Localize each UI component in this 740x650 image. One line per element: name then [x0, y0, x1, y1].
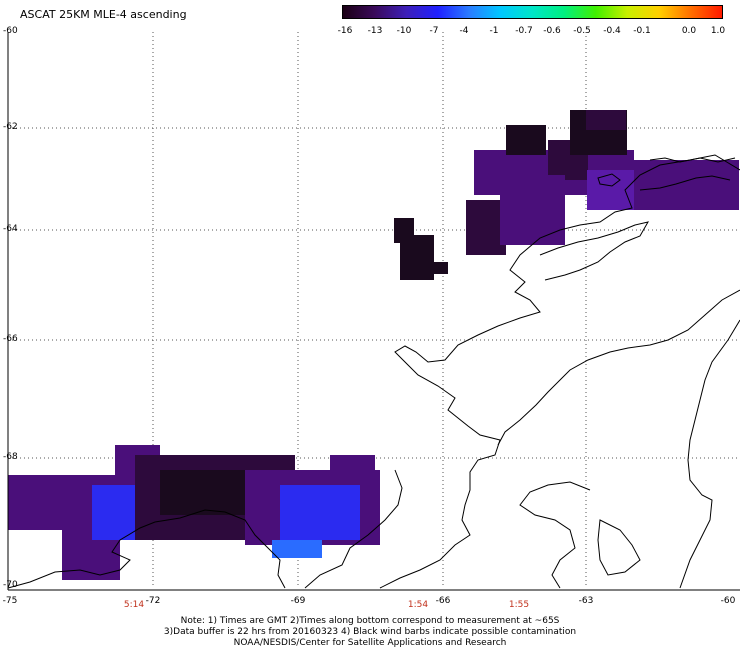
latitude-label: -60 — [3, 26, 18, 36]
map-title: ASCAT 25KM MLE-4 ascending — [20, 8, 187, 21]
latitude-label: -62 — [3, 122, 18, 132]
footnotes: Note: 1) Times are GMT 2)Times along bot… — [0, 616, 740, 649]
color-scale-label: -1 — [489, 26, 499, 36]
longitude-label: -75 — [2, 596, 18, 606]
longitude-label: -66 — [435, 596, 451, 606]
latitude-label: -64 — [3, 224, 18, 234]
color-scale-label: -10 — [396, 26, 412, 36]
color-scale-label: 1.0 — [710, 26, 726, 36]
color-scale-label: 0.0 — [681, 26, 697, 36]
longitude-label: -69 — [290, 596, 306, 606]
footnote-line: Note: 1) Times are GMT 2)Times along bot… — [180, 616, 560, 626]
pass-time-label: 1:54 — [407, 600, 429, 610]
footnote-line: 3)Data buffer is 22 hrs from 20160323 4)… — [163, 627, 577, 637]
footnote-line: NOAA/NESDIS/Center for Satellite Applica… — [233, 638, 507, 648]
longitude-label: -72 — [145, 596, 161, 606]
color-scale-label: -0.5 — [573, 26, 591, 36]
color-scale-label: -4 — [459, 26, 469, 36]
map-frame — [7, 32, 740, 591]
longitude-label: -60 — [720, 596, 736, 606]
color-scale-bar — [342, 5, 723, 19]
pass-time-label: 5:14 — [123, 600, 145, 610]
color-scale-label: -13 — [367, 26, 383, 36]
coastline — [7, 154, 740, 589]
longitude-label: -63 — [578, 596, 594, 606]
pass-time-label: 1:55 — [508, 600, 530, 610]
wind-swath-south — [8, 445, 380, 580]
color-scale-label: -0.4 — [603, 26, 621, 36]
latitude-label: -66 — [3, 334, 18, 344]
latitude-label: -70 — [3, 580, 18, 590]
color-scale-label: -7 — [429, 26, 439, 36]
color-scale-label: -16 — [337, 26, 353, 36]
latitude-label: -68 — [3, 452, 18, 462]
color-scale-label: -0.7 — [515, 26, 533, 36]
color-scale-label: -0.1 — [633, 26, 651, 36]
wind-swath-north — [394, 110, 739, 280]
color-scale-labels: -16 -13 -10 -7 -4 -1 -0.7 -0.6 -0.5 -0.4… — [330, 26, 740, 40]
color-scale-label: -0.6 — [543, 26, 561, 36]
